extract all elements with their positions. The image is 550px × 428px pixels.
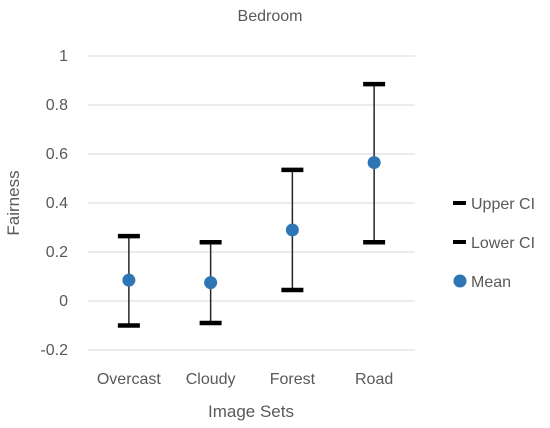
error-bars bbox=[128, 84, 375, 326]
gridlines bbox=[88, 55, 415, 351]
mean-marker bbox=[285, 223, 299, 237]
legend-mean-symbol bbox=[453, 274, 467, 288]
y-tick-labels: -0.2 0 0.2 0.4 0.6 0.8 1 bbox=[40, 48, 68, 359]
y-tick-label: 1 bbox=[59, 48, 68, 65]
y-tick-label: 0.6 bbox=[46, 146, 68, 163]
y-tick-label: 0.2 bbox=[46, 244, 68, 261]
mean-marker bbox=[122, 273, 136, 287]
x-tick-label: Road bbox=[355, 371, 393, 388]
y-tick-label: 0.8 bbox=[46, 97, 68, 114]
legend-label: Lower CI bbox=[471, 235, 535, 252]
x-tick-labels: Overcast Cloudy Forest Road bbox=[97, 371, 393, 388]
legend-label: Upper CI bbox=[471, 196, 535, 213]
data-marks bbox=[117, 81, 386, 328]
y-tick-label: 0 bbox=[59, 293, 68, 310]
legend: Upper CI Lower CI Mean bbox=[453, 196, 535, 291]
mean-marker bbox=[367, 156, 381, 170]
y-tick-label: 0.4 bbox=[46, 195, 68, 212]
x-tick-label: Overcast bbox=[97, 371, 162, 388]
x-tick-label: Forest bbox=[270, 371, 316, 388]
x-axis-label: Image Sets bbox=[208, 402, 294, 421]
x-tick-label: Cloudy bbox=[186, 371, 236, 388]
legend-label: Mean bbox=[471, 274, 511, 291]
mean-marker bbox=[204, 276, 218, 290]
y-tick-label: -0.2 bbox=[40, 342, 68, 359]
y-axis-label: Fairness bbox=[4, 170, 23, 235]
chart-title: Bedroom bbox=[238, 8, 303, 25]
